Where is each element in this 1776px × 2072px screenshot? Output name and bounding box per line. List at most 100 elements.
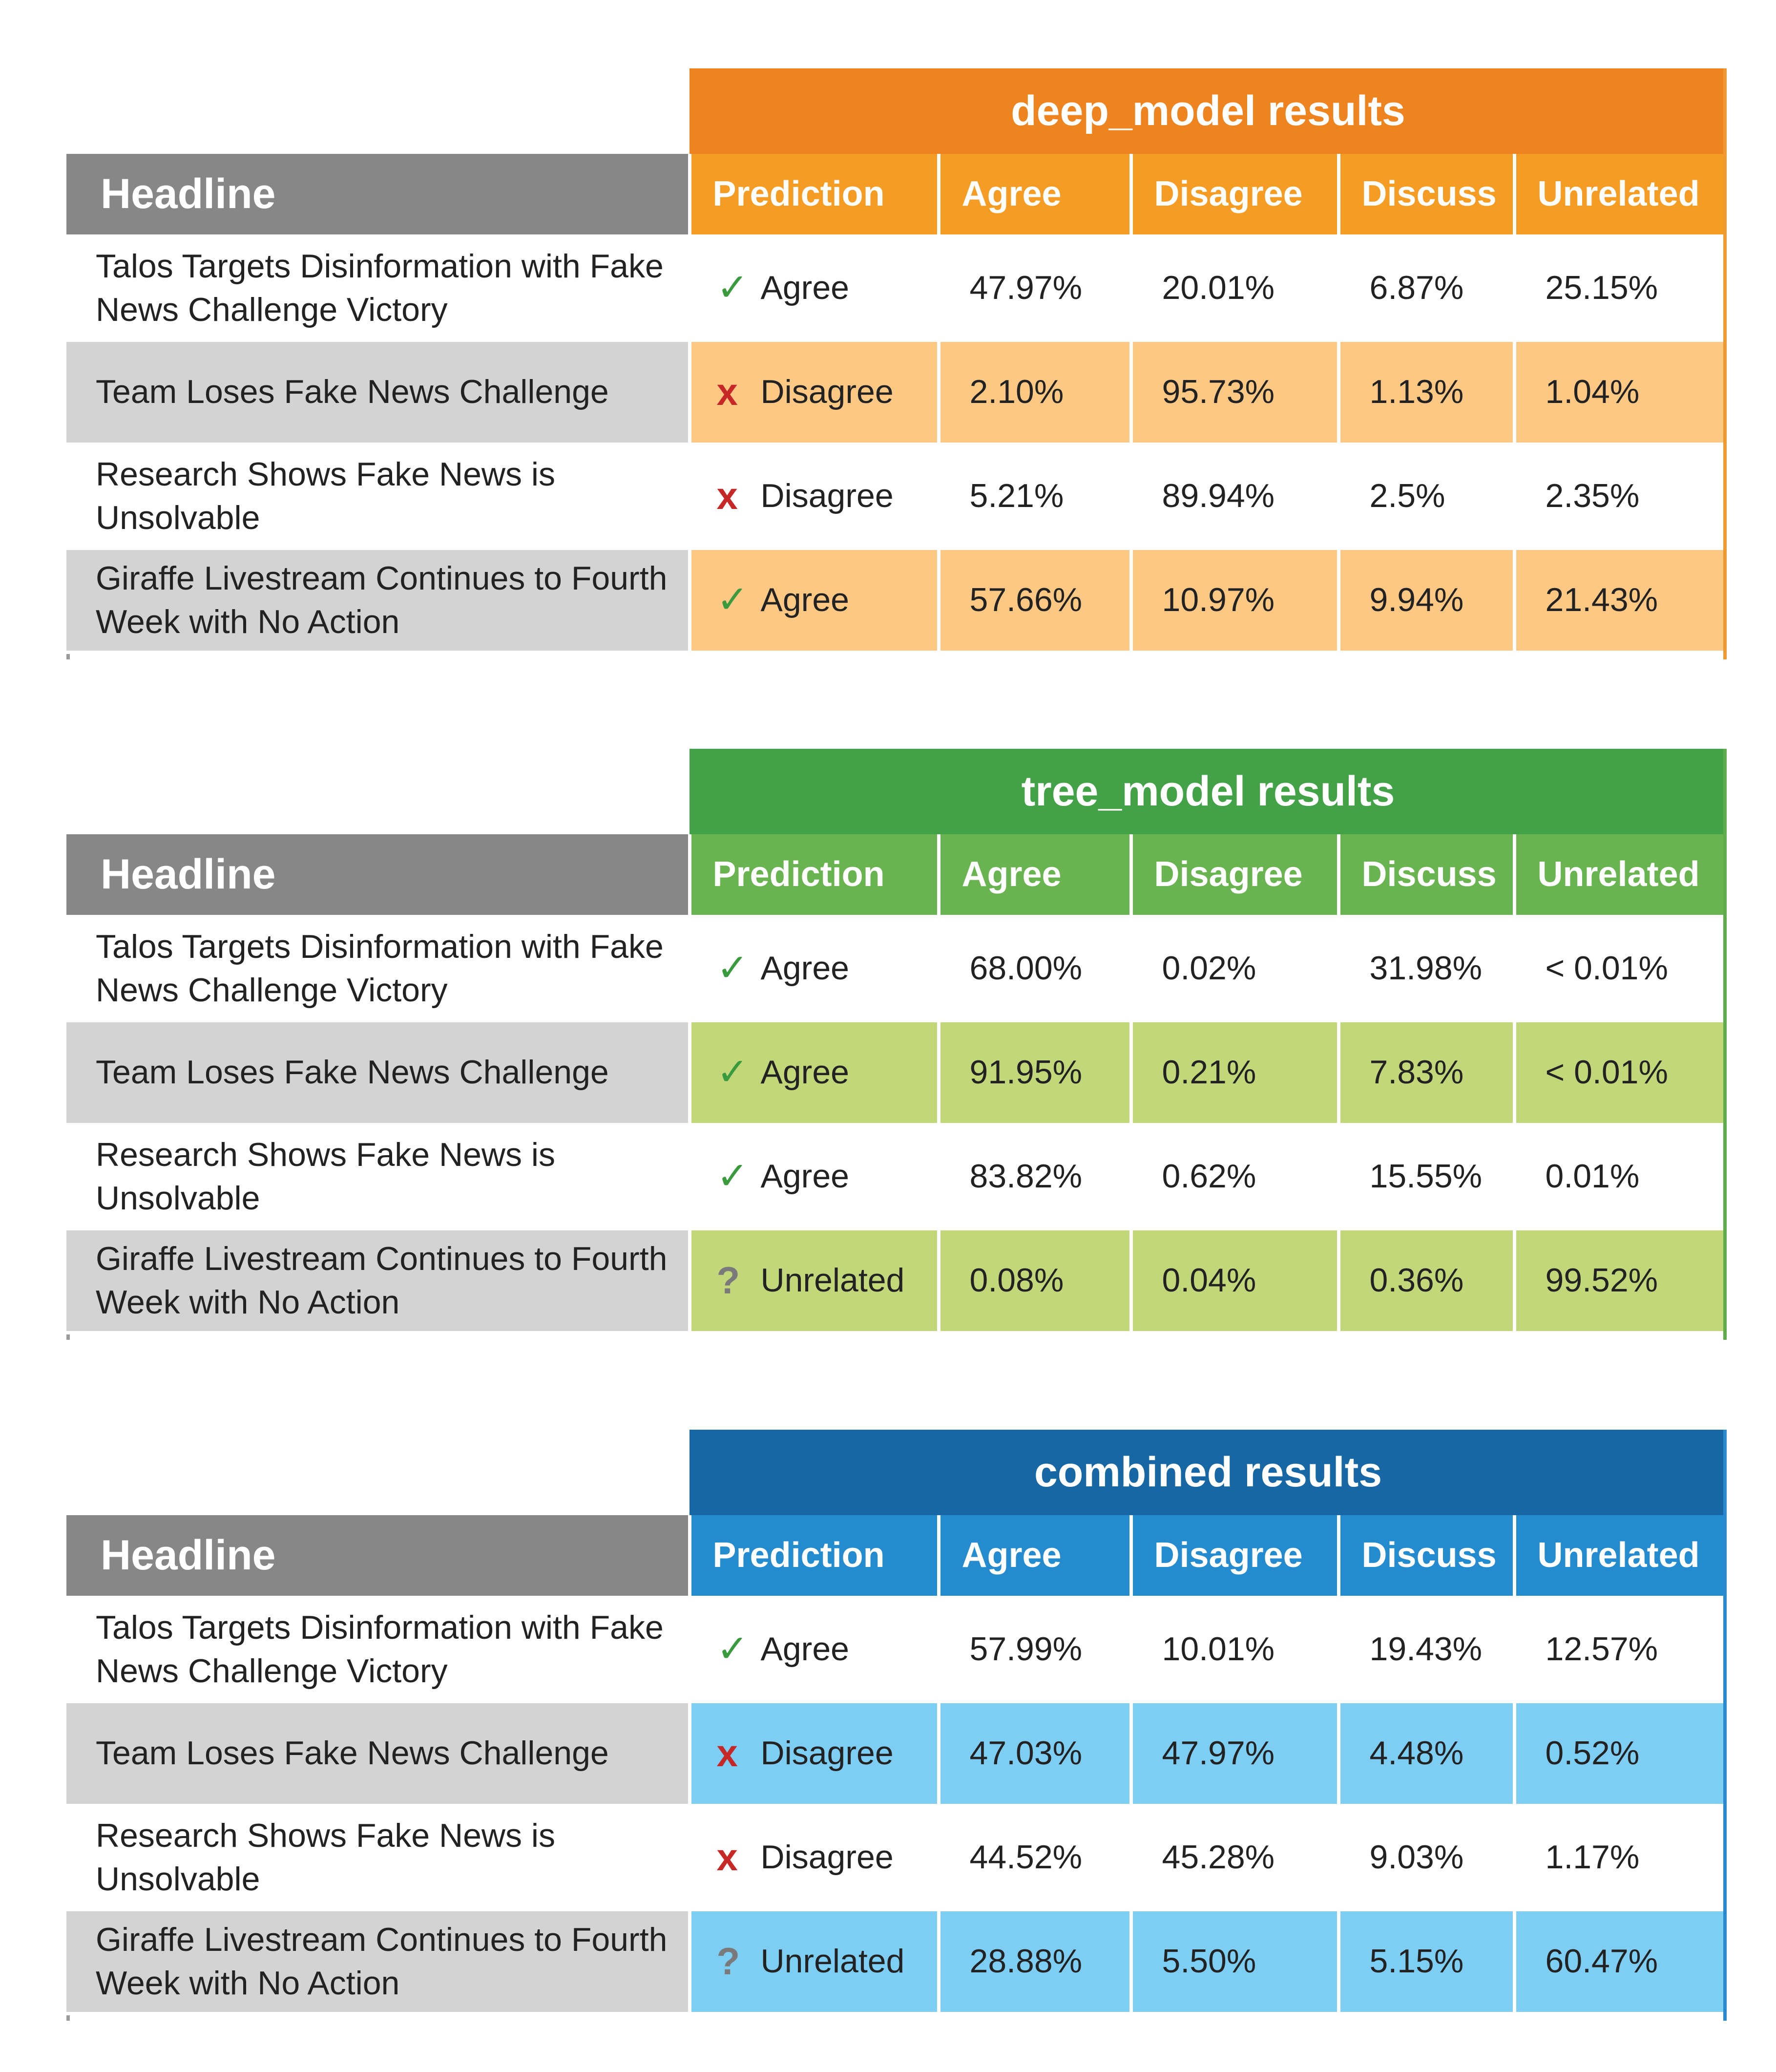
header-discuss: Discuss xyxy=(1338,834,1516,918)
prediction-label: Disagree xyxy=(760,1839,894,1876)
cross-icon: x xyxy=(716,1731,738,1775)
cell-prediction: ✓ Agree xyxy=(690,1597,940,1703)
panel-title: combined results xyxy=(690,1430,1727,1515)
header-discuss: Discuss xyxy=(1338,154,1516,238)
header-agree: Agree xyxy=(939,1515,1133,1599)
cell-unrelated: 0.52% xyxy=(1514,1701,1727,1807)
results-table: Headline Prediction Agree Disagree Discu… xyxy=(66,834,1727,1334)
table-row: Research Shows Fake News is Unsolvable x… xyxy=(66,444,1727,550)
cell-disagree: 95.73% xyxy=(1131,340,1340,446)
panel-title: deep_model results xyxy=(690,68,1727,154)
cell-headline: Talos Targets Disinformation with Fake N… xyxy=(66,1597,691,1703)
cell-discuss: 2.5% xyxy=(1338,444,1516,550)
cell-prediction: x Disagree xyxy=(690,1805,940,1911)
prediction-label: Unrelated xyxy=(760,1943,905,1980)
cell-disagree: 47.97% xyxy=(1131,1701,1340,1807)
prediction-label: Agree xyxy=(760,581,849,619)
prediction-label: Agree xyxy=(760,269,849,307)
header-unrelated: Unrelated xyxy=(1514,834,1727,918)
cell-discuss: 9.94% xyxy=(1338,548,1516,654)
header-headline: Headline xyxy=(66,834,691,918)
cell-prediction: ✓ Agree xyxy=(690,548,940,654)
table-row: Team Loses Fake News Challenge ✓ Agree 9… xyxy=(66,1020,1727,1126)
table-row: Giraffe Livestream Continues to Fourth W… xyxy=(66,548,1727,654)
cell-disagree: 0.21% xyxy=(1131,1020,1340,1126)
prediction-label: Unrelated xyxy=(760,1262,905,1299)
header-prediction: Prediction xyxy=(690,154,940,238)
table-right-edge xyxy=(1723,749,1727,1340)
prediction-label: Disagree xyxy=(760,477,894,515)
cell-unrelated: 12.57% xyxy=(1514,1597,1727,1703)
header-disagree: Disagree xyxy=(1131,834,1340,918)
cell-agree: 47.03% xyxy=(939,1701,1133,1807)
cell-headline: Research Shows Fake News is Unsolvable xyxy=(66,1124,691,1230)
cell-headline: Giraffe Livestream Continues to Fourth W… xyxy=(66,548,691,654)
header-prediction: Prediction xyxy=(690,1515,940,1599)
cell-prediction: ✓ Agree xyxy=(690,916,940,1022)
cell-discuss: 5.15% xyxy=(1338,1909,1516,2015)
results-panel-deep-model: deep_model results Headline Prediction A… xyxy=(66,68,1727,659)
cell-agree: 5.21% xyxy=(939,444,1133,550)
cell-discuss: 19.43% xyxy=(1338,1597,1516,1703)
header-headline: Headline xyxy=(66,1515,691,1599)
cell-unrelated: 1.04% xyxy=(1514,340,1727,446)
cell-headline: Giraffe Livestream Continues to Fourth W… xyxy=(66,1228,691,1334)
cell-prediction: x Disagree xyxy=(690,444,940,550)
cell-discuss: 4.48% xyxy=(1338,1701,1516,1807)
cell-agree: 91.95% xyxy=(939,1020,1133,1126)
cell-unrelated: 25.15% xyxy=(1514,236,1727,342)
cross-icon: x xyxy=(716,474,738,517)
cell-headline: Team Loses Fake News Challenge xyxy=(66,1020,691,1126)
header-agree: Agree xyxy=(939,154,1133,238)
cell-prediction: ? Unrelated xyxy=(690,1228,940,1334)
cell-headline: Talos Targets Disinformation with Fake N… xyxy=(66,916,691,1022)
cell-prediction: ✓ Agree xyxy=(690,1020,940,1126)
table-row: Giraffe Livestream Continues to Fourth W… xyxy=(66,1909,1727,2015)
cell-discuss: 15.55% xyxy=(1338,1124,1516,1230)
panel-title: tree_model results xyxy=(690,749,1727,834)
prediction-label: Agree xyxy=(760,1158,849,1195)
cell-prediction: ✓ Agree xyxy=(690,236,940,342)
cross-icon: x xyxy=(716,1835,738,1879)
cell-agree: 44.52% xyxy=(939,1805,1133,1911)
cell-headline: Talos Targets Disinformation with Fake N… xyxy=(66,236,691,342)
cell-agree: 83.82% xyxy=(939,1124,1133,1230)
check-icon: ✓ xyxy=(716,946,749,990)
header-prediction: Prediction xyxy=(690,834,940,918)
header-agree: Agree xyxy=(939,834,1133,918)
cell-headline: Team Loses Fake News Challenge xyxy=(66,340,691,446)
header-discuss: Discuss xyxy=(1338,1515,1516,1599)
header-row: Headline Prediction Agree Disagree Discu… xyxy=(66,834,1727,918)
header-unrelated: Unrelated xyxy=(1514,154,1727,238)
cell-agree: 47.97% xyxy=(939,236,1133,342)
cell-disagree: 5.50% xyxy=(1131,1909,1340,2015)
header-row: Headline Prediction Agree Disagree Discu… xyxy=(66,154,1727,238)
header-row: Headline Prediction Agree Disagree Discu… xyxy=(66,1515,1727,1599)
prediction-label: Agree xyxy=(760,1054,849,1091)
table-right-edge xyxy=(1723,68,1727,659)
cell-agree: 68.00% xyxy=(939,916,1133,1022)
results-panel-combined: combined results Headline Prediction Agr… xyxy=(66,1430,1727,2021)
cross-icon: x xyxy=(716,370,738,413)
prediction-label: Agree xyxy=(760,950,849,987)
cell-unrelated: 21.43% xyxy=(1514,548,1727,654)
cell-discuss: 6.87% xyxy=(1338,236,1516,342)
cell-prediction: ✓ Agree xyxy=(690,1124,940,1230)
check-icon: ✓ xyxy=(716,1050,749,1094)
table-row: Talos Targets Disinformation with Fake N… xyxy=(66,1597,1727,1703)
cell-disagree: 0.62% xyxy=(1131,1124,1340,1230)
header-disagree: Disagree xyxy=(1131,1515,1340,1599)
cell-unrelated: < 0.01% xyxy=(1514,1020,1727,1126)
check-icon: ✓ xyxy=(716,1154,749,1198)
cell-discuss: 1.13% xyxy=(1338,340,1516,446)
question-icon: ? xyxy=(716,1939,740,1983)
cell-unrelated: 99.52% xyxy=(1514,1228,1727,1334)
cell-disagree: 20.01% xyxy=(1131,236,1340,342)
cell-disagree: 45.28% xyxy=(1131,1805,1340,1911)
cell-headline: Research Shows Fake News is Unsolvable xyxy=(66,444,691,550)
cell-discuss: 9.03% xyxy=(1338,1805,1516,1911)
header-disagree: Disagree xyxy=(1131,154,1340,238)
prediction-label: Agree xyxy=(760,1630,849,1668)
table-row: Research Shows Fake News is Unsolvable ✓… xyxy=(66,1124,1727,1230)
results-table: Headline Prediction Agree Disagree Discu… xyxy=(66,154,1727,654)
